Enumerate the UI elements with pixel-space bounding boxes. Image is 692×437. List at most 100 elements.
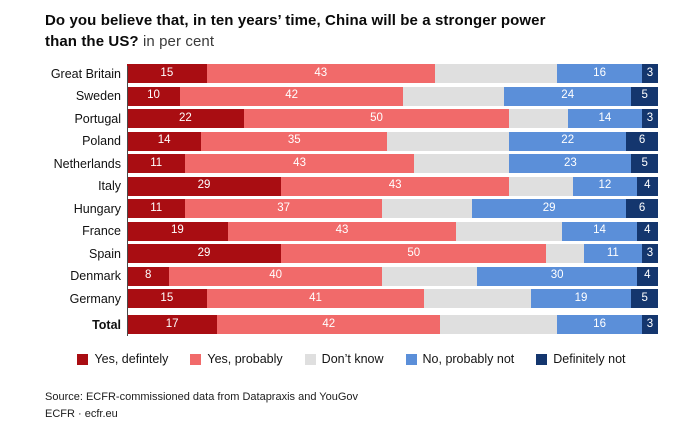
stacked-bar: 29 43 12 4 bbox=[127, 176, 658, 196]
bar-segment bbox=[440, 315, 558, 334]
stacked-bar: 10 42 24 5 bbox=[127, 86, 658, 106]
bar-segment: 41 bbox=[206, 289, 425, 308]
bar-segment: 29 bbox=[127, 244, 281, 263]
bar-segment: 3 bbox=[642, 244, 658, 263]
stacked-bar-chart: Great Britain 15 43 16 3 Sweden 10 42 24 5 Portuga… bbox=[45, 64, 658, 338]
legend-item: Don’t know bbox=[304, 352, 384, 366]
chart-row: Sweden 10 42 24 5 bbox=[45, 86, 658, 106]
bar-segment: 29 bbox=[127, 176, 281, 196]
bar-segment: 3 bbox=[642, 109, 658, 128]
chart-title-line1: Do you believe that, in ten years’ time,… bbox=[45, 12, 546, 29]
legend-item: Yes, defintely bbox=[77, 352, 168, 366]
legend-swatch-icon bbox=[304, 353, 316, 365]
stacked-bar: 15 41 19 5 bbox=[127, 289, 658, 308]
bar-segment: 37 bbox=[185, 199, 382, 218]
bar-segment: 4 bbox=[636, 221, 658, 241]
chart-row: Spain 29 50 11 3 bbox=[45, 244, 658, 263]
bar-segment: 15 bbox=[127, 289, 207, 308]
source-line1: Source: ECFR-commissioned data from Data… bbox=[45, 391, 359, 403]
bar-segment: 50 bbox=[243, 109, 510, 128]
bar-segment: 6 bbox=[626, 131, 658, 151]
chart-row: Italy 29 43 12 4 bbox=[45, 176, 658, 196]
bar-segment: 30 bbox=[477, 266, 637, 286]
category-label: Portugal bbox=[74, 111, 121, 126]
bar-segment bbox=[424, 289, 531, 308]
stacked-bar: 15 43 16 3 bbox=[127, 64, 658, 83]
bar-segment bbox=[403, 86, 504, 106]
source-line2: ECFR · ecfr.eu bbox=[45, 407, 118, 420]
bar-segment bbox=[381, 266, 478, 286]
bar-segment: 42 bbox=[180, 86, 404, 106]
stacked-bar: 14 35 22 6 bbox=[127, 131, 658, 151]
chart-row: Denmark 8 40 30 4 bbox=[45, 266, 658, 286]
chart-row: Netherlands 11 43 23 5 bbox=[45, 154, 658, 173]
category-label: France bbox=[82, 224, 121, 238]
legend-label: Don’t know bbox=[321, 352, 384, 366]
bar-segment: 11 bbox=[583, 244, 643, 263]
legend-label: Yes, defintely bbox=[94, 352, 169, 366]
bar-segment bbox=[413, 154, 510, 173]
chart-title-line2: than the US? bbox=[45, 33, 139, 50]
bar-segment: 22 bbox=[127, 109, 244, 128]
category-label: Great Britain bbox=[50, 66, 121, 81]
bar-segment: 17 bbox=[127, 315, 218, 334]
bar-segment: 4 bbox=[636, 266, 658, 286]
bar-segment: 3 bbox=[642, 315, 658, 334]
bar-segment bbox=[546, 244, 584, 263]
category-label: Spain bbox=[89, 246, 121, 261]
bar-segment bbox=[509, 176, 574, 196]
chart-subtitle: in per cent bbox=[138, 33, 215, 50]
legend-swatch-icon bbox=[77, 353, 89, 365]
bar-segment: 19 bbox=[530, 289, 632, 308]
bar-segment bbox=[509, 109, 568, 128]
bar-segment: 50 bbox=[280, 244, 547, 263]
bar-segment: 3 bbox=[642, 64, 658, 83]
bar-segment: 5 bbox=[631, 289, 658, 308]
bar-segment: 24 bbox=[503, 86, 632, 106]
chart-row: Germany 15 41 19 5 bbox=[45, 289, 658, 308]
legend-swatch-icon bbox=[405, 353, 417, 365]
legend-swatch-icon bbox=[190, 353, 202, 365]
category-label: Germany bbox=[69, 291, 121, 306]
source-note: Source: ECFR-commissioned data from Data… bbox=[45, 389, 358, 422]
bar-segment: 5 bbox=[631, 154, 658, 173]
stacked-bar: 11 43 23 5 bbox=[127, 154, 658, 173]
category-label: Denmark bbox=[70, 269, 121, 283]
bar-segment: 42 bbox=[217, 315, 441, 334]
stacked-bar: 8 40 30 4 bbox=[127, 266, 658, 286]
chart-row: Total 17 42 16 3 bbox=[45, 315, 658, 334]
bar-segment: 23 bbox=[509, 154, 632, 173]
legend-item: Yes, probably bbox=[190, 352, 283, 366]
bar-segment: 14 bbox=[567, 109, 643, 128]
chart-legend: Yes, defintely Yes, probably Don’t know No,… bbox=[45, 352, 658, 366]
bar-segment: 11 bbox=[127, 154, 186, 173]
bar-segment: 35 bbox=[201, 131, 388, 151]
bar-segment: 15 bbox=[127, 64, 207, 83]
bar-segment: 22 bbox=[509, 131, 627, 151]
bar-segment: 5 bbox=[631, 86, 658, 106]
legend-swatch-icon bbox=[536, 353, 548, 365]
chart-title: Do you believe that, in ten years’ time,… bbox=[45, 10, 662, 52]
stacked-bar: 22 50 14 3 bbox=[127, 109, 658, 128]
bar-segment: 14 bbox=[127, 131, 202, 151]
bar-segment: 10 bbox=[127, 86, 181, 106]
bar-segment: 4 bbox=[636, 176, 658, 196]
bar-segment: 43 bbox=[206, 64, 435, 83]
bar-segment: 43 bbox=[227, 221, 457, 241]
legend-item: No, probably not bbox=[405, 352, 514, 366]
bar-segment: 8 bbox=[127, 266, 170, 286]
stacked-bar: 17 42 16 3 bbox=[127, 315, 658, 334]
category-label: Hungary bbox=[73, 201, 121, 216]
category-label: Sweden bbox=[75, 89, 121, 103]
category-label: Total bbox=[92, 317, 121, 332]
legend-item: Definitely not bbox=[536, 352, 626, 366]
bar-segment: 16 bbox=[557, 315, 643, 334]
legend-label: Yes, probably bbox=[207, 352, 283, 366]
chart-row: France 19 43 14 4 bbox=[45, 221, 658, 241]
category-label: Poland bbox=[82, 134, 121, 148]
category-label: Netherlands bbox=[53, 156, 121, 171]
bar-segment: 6 bbox=[626, 199, 658, 218]
bar-segment: 19 bbox=[127, 221, 228, 241]
bar-segment: 16 bbox=[557, 64, 643, 83]
bar-segment: 40 bbox=[169, 266, 382, 286]
